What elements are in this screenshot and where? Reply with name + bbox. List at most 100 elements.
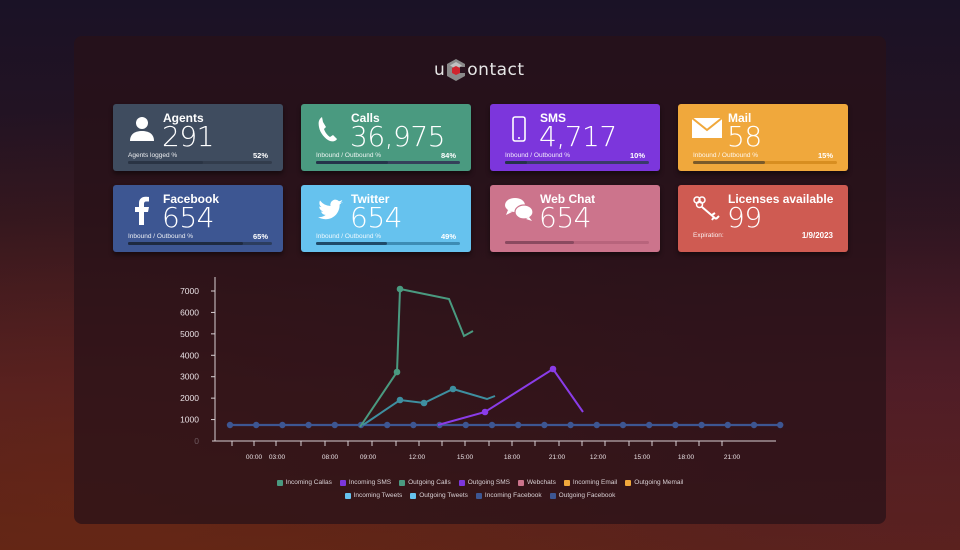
legend-swatch-icon (549, 492, 556, 499)
legend-label: Incoming Email (572, 479, 618, 486)
svg-text:7000: 7000 (180, 286, 199, 296)
svg-text:3000: 3000 (180, 372, 199, 382)
card-value: 654 (162, 201, 214, 234)
card-value: 654 (350, 201, 402, 234)
logo-text-right: ontact (467, 60, 525, 80)
card-progress-bar (505, 241, 649, 244)
logo-text-left: u (434, 60, 446, 80)
card-title: Licenses available (728, 192, 834, 206)
legend-label: Incoming Tweets (353, 492, 403, 499)
card-twitter[interactable]: Twitter 654 Inbound / Outbound % 49% (301, 185, 471, 252)
card-percent: 65% (252, 232, 268, 241)
legend-label: Outgoing Calls (408, 479, 451, 486)
legend-swatch-icon (344, 492, 351, 499)
svg-text:0: 0 (194, 436, 199, 446)
card-agents[interactable]: Agents 291 Agents logged % 52% (113, 104, 283, 171)
legend-item[interactable]: Outgoing SMS (458, 476, 511, 489)
card-progress-bar (128, 242, 272, 245)
svg-text:2000: 2000 (180, 393, 199, 403)
card-percent: 52% (252, 151, 268, 160)
legend-item[interactable]: Outgoing Memail (625, 476, 683, 489)
card-subtitle: Expiration: (693, 232, 724, 239)
legend-swatch-icon (339, 479, 346, 486)
card-subtitle: Agents logged % (128, 152, 178, 159)
card-value: 58 (727, 120, 762, 153)
legend-item[interactable]: Incoming Tweets (344, 489, 403, 502)
card-subtitle: Inbound / Outbound % (128, 233, 194, 240)
svg-text:6000: 6000 (180, 307, 199, 317)
legend-item[interactable]: Incoming Callas (276, 476, 332, 489)
card-progress-bar (316, 242, 460, 245)
legend-item[interactable]: Incoming SMS (339, 476, 392, 489)
card-percent: 1/9/2023 (801, 231, 833, 240)
card-calls[interactable]: Calls 36,975 Inbound / Outbound % 84% (301, 104, 471, 171)
card-progress-bar (693, 161, 837, 164)
svg-text:12:00: 12:00 (409, 454, 426, 461)
legend-item[interactable]: Outgoing Tweets (410, 489, 468, 502)
svg-text:18:00: 18:00 (504, 454, 521, 461)
card-title: Mail (728, 111, 752, 125)
card-percent: 10% (629, 151, 645, 160)
legend-label: Outgoing Memail (634, 479, 684, 486)
card-title: Twitter (351, 192, 390, 206)
legend-swatch-icon (410, 492, 417, 499)
card-licenses[interactable]: Licenses available 99 Expiration: 1/9/2023 (678, 185, 848, 252)
activity-line-chart: 0 1000 2000 3000 4000 5000 6000 7000 00:00 03:00 0… (180, 277, 784, 461)
card-value: 4,717 (539, 120, 617, 153)
card-progress-bar (316, 161, 460, 164)
svg-text:03:00: 03:00 (269, 454, 286, 461)
legend-label: Outgoing Tweets (419, 492, 468, 499)
svg-text:18:00: 18:00 (678, 454, 695, 461)
logo-hexagon-icon (447, 59, 467, 81)
mobile-icon (504, 114, 534, 144)
card-subtitle: Inbound / Outbound % (316, 152, 382, 159)
card-mail[interactable]: Mail 58 Inbound / Outbound % 15% (678, 104, 848, 171)
svg-text:00:00: 00:00 (246, 454, 263, 461)
svg-text:5000: 5000 (180, 329, 199, 339)
card-title: Agents (163, 111, 204, 125)
card-value: 291 (162, 120, 214, 153)
card-title: Web Chat (540, 192, 596, 206)
card-subtitle: Inbound / Outbound % (693, 152, 759, 159)
legend-swatch-icon (458, 479, 465, 486)
card-webchat[interactable]: Web Chat 654 (490, 185, 660, 252)
legend-swatch-icon (518, 479, 525, 486)
legend-item[interactable]: Outgoing Facebook (549, 489, 616, 502)
legend-label: Outgoing SMS (467, 479, 511, 486)
card-title: Facebook (163, 192, 220, 206)
card-title: Calls (351, 111, 380, 125)
legend-item[interactable]: Incoming Facebook (475, 489, 542, 502)
legend-item[interactable]: Incoming Email (563, 476, 618, 489)
svg-text:15:00: 15:00 (634, 454, 651, 461)
card-percent: 84% (440, 151, 456, 160)
legend-label: Outgoing Facebook (558, 492, 616, 499)
card-value: 654 (539, 201, 591, 234)
card-subtitle: Inbound / Outbound % (316, 233, 382, 240)
svg-text:15:00: 15:00 (457, 454, 474, 461)
legend-label: Incoming SMS (348, 479, 392, 486)
card-percent: 49% (440, 232, 456, 241)
card-sms[interactable]: SMS 4,717 Inbound / Outbound % 10% (490, 104, 660, 171)
card-title: SMS (540, 111, 567, 125)
legend-item[interactable]: Webchats (518, 476, 556, 489)
svg-text:4000: 4000 (180, 350, 199, 360)
envelope-icon (691, 114, 723, 144)
card-percent: 15% (817, 151, 833, 160)
svg-text:1000: 1000 (180, 415, 199, 425)
legend-label: Incoming Callas (285, 479, 332, 486)
card-value: 36,975 (350, 120, 445, 153)
legend-label: Incoming Facebook (484, 492, 542, 499)
card-progress-bar (505, 161, 649, 164)
phone-icon (315, 114, 345, 144)
legend-swatch-icon (276, 479, 283, 486)
card-value: 99 (727, 201, 762, 234)
legend-item[interactable]: Outgoing Calls (399, 476, 451, 489)
svg-text:21:00: 21:00 (724, 454, 741, 461)
legend-swatch-icon (399, 479, 406, 486)
svg-text:08:00: 08:00 (322, 454, 339, 461)
legend-label: Webchats (527, 479, 556, 486)
legend-swatch-icon (475, 492, 482, 499)
twitter-icon (315, 195, 345, 225)
ucontact-logo: u ontact (434, 57, 525, 83)
card-facebook[interactable]: Facebook 654 Inbound / Outbound % 65% (113, 185, 283, 252)
